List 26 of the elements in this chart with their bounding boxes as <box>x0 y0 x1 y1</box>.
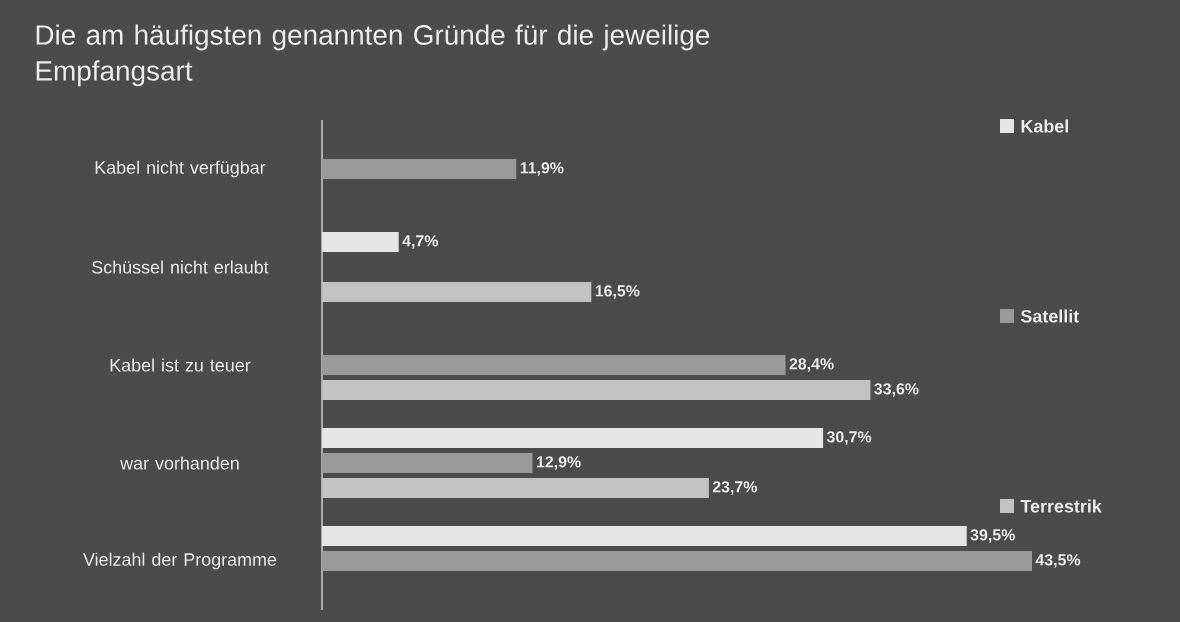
data-label: 4,7% <box>402 235 439 249</box>
legend-label: Satellit <box>1020 309 1079 323</box>
legend-label: Kabel <box>1021 119 1068 133</box>
data-label: 28,4% <box>789 358 834 372</box>
chart-title: Die am häufigsten genannten Gründe für die jeweilige Empfangsart <box>36 24 710 87</box>
bar <box>322 551 1033 572</box>
bar <box>322 159 517 179</box>
bar <box>322 380 871 401</box>
legend-label: Terrestrik <box>1020 499 1102 513</box>
y-tick-label: Kabel ist zu teuer <box>110 358 251 372</box>
data-label: 11,9% <box>520 162 564 176</box>
bar <box>322 282 592 303</box>
data-label: 12,9% <box>536 456 581 470</box>
data-label: 23,7% <box>712 481 758 495</box>
bar <box>322 478 709 499</box>
data-label: 33,6% <box>874 383 919 397</box>
bar <box>322 453 533 474</box>
y-tick-label: war vorhanden <box>120 456 239 470</box>
y-tick-label: Vielzahl der Programme <box>83 552 277 570</box>
data-label: 16,5% <box>595 285 640 299</box>
data-label: 43,5% <box>1035 554 1081 568</box>
y-tick-label: Schüssel nicht erlaubt <box>92 260 269 274</box>
y-tick-label: Kabel nicht verfügbar <box>95 160 266 178</box>
bar <box>322 355 786 376</box>
data-label: 30,7% <box>826 431 872 445</box>
data-label: 39,5% <box>970 529 1015 543</box>
